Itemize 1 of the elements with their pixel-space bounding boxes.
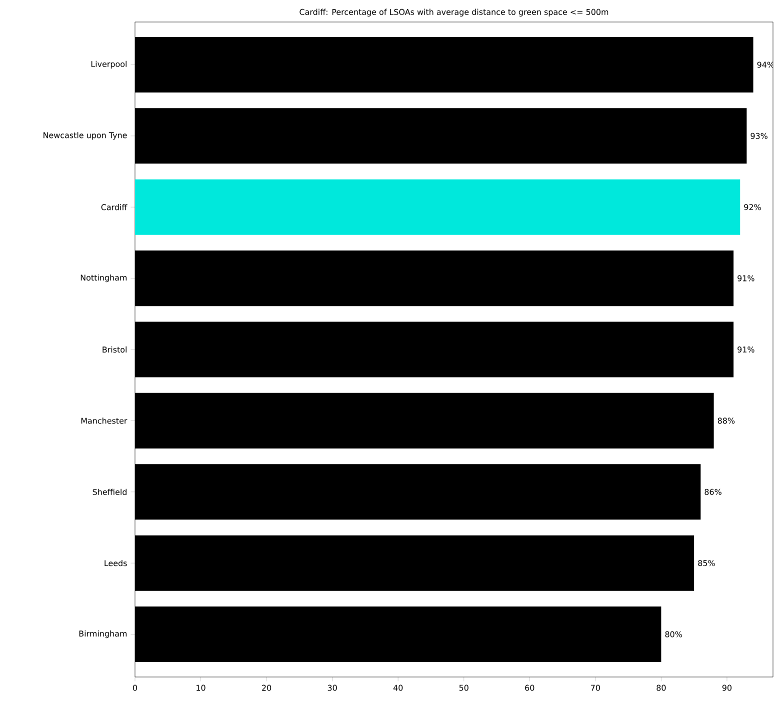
bar: [134, 179, 740, 235]
